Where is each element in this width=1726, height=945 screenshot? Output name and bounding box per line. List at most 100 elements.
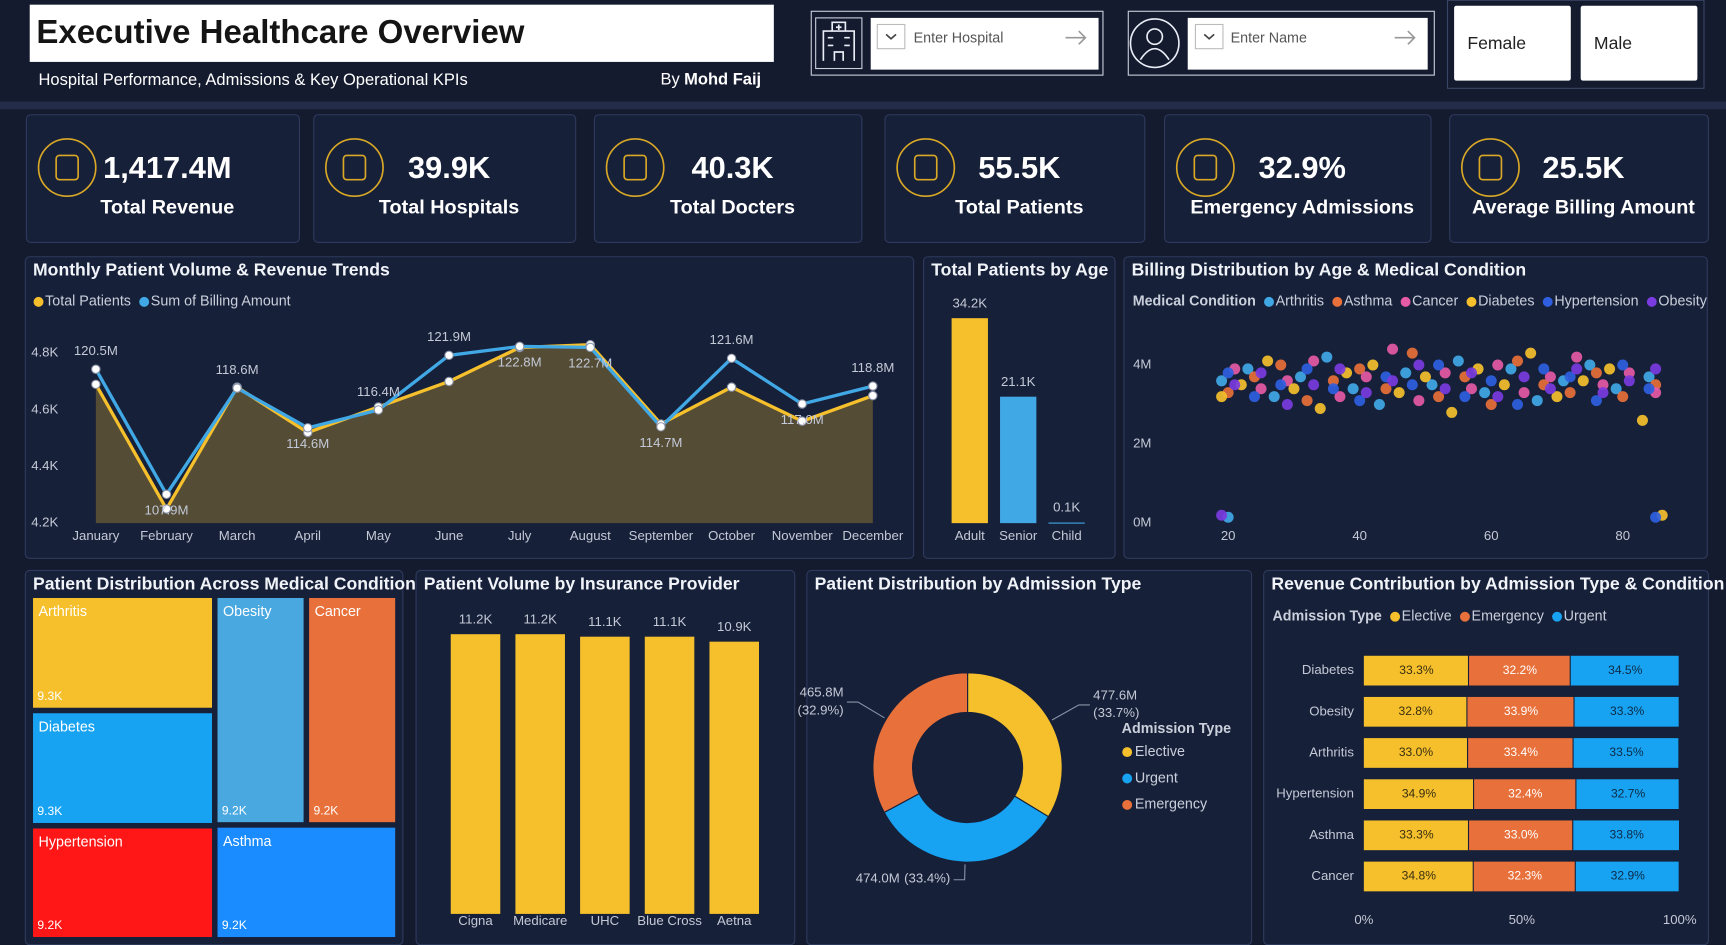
point <box>1452 355 1464 367</box>
chart-title: Total Patients by Age <box>931 260 1108 280</box>
cell-label: Hypertension <box>39 835 123 851</box>
data-label: 33.9% <box>1504 704 1539 718</box>
gender-button[interactable] <box>1580 5 1698 81</box>
kpi-value: 39.9K <box>408 150 490 185</box>
kpi-label: Total Hospitals <box>379 197 519 219</box>
point <box>1360 371 1372 383</box>
point <box>1610 383 1622 395</box>
bar-segment <box>1570 655 1679 686</box>
point <box>1321 351 1333 363</box>
point <box>91 364 101 374</box>
data-label: 34.2K <box>953 295 988 310</box>
data-label: 11.2K <box>459 611 493 626</box>
kpi-value: 40.3K <box>691 150 773 185</box>
name-filter[interactable]: Enter Name <box>1127 10 1435 76</box>
dropdown-button[interactable] <box>876 23 906 50</box>
data-label: 121.6M <box>710 332 754 347</box>
point <box>1617 359 1629 371</box>
data-label: 32.4% <box>1508 786 1543 800</box>
point <box>373 405 384 415</box>
hospital-filter[interactable]: Enter Hospital <box>810 10 1104 76</box>
point <box>1505 363 1517 375</box>
point <box>1308 379 1320 391</box>
gender-label[interactable]: Female <box>1467 33 1526 53</box>
point <box>1525 347 1537 359</box>
data-label: 32.7% <box>1611 786 1646 800</box>
point <box>1433 391 1445 403</box>
bar-segment <box>1573 820 1679 851</box>
x-tick-label: February <box>140 528 193 543</box>
point <box>1308 355 1320 367</box>
bar-segment <box>1363 779 1474 810</box>
y-tick-label: 2M <box>1133 436 1151 451</box>
data-label: 34.5% <box>1608 663 1643 677</box>
kpi-icon-glyph <box>913 154 938 181</box>
legend-label: Emergency <box>1472 608 1545 624</box>
bar-segment <box>1576 779 1679 810</box>
legend-title: Admission Type <box>1272 608 1381 624</box>
cell-value: 9.2K <box>37 918 62 932</box>
point <box>1492 391 1504 403</box>
separator <box>0 101 1726 110</box>
treemap-cell <box>33 828 213 938</box>
legend-label: Total Patients <box>45 294 131 310</box>
kpi-label: Emergency Admissions <box>1190 197 1414 219</box>
page-title: Executive Healthcare Overview <box>36 13 524 50</box>
bar-segment <box>1363 696 1467 727</box>
cell-value: 9.2K <box>222 918 247 932</box>
gender-button[interactable] <box>1454 5 1571 81</box>
kpi-icon-glyph <box>1478 154 1503 181</box>
point <box>303 423 313 433</box>
treemap-cell <box>217 597 304 823</box>
cell-value: 9.3K <box>37 689 62 703</box>
icon-frame <box>815 17 863 70</box>
gender-label[interactable]: Male <box>1594 33 1632 53</box>
data-label: 34.8% <box>1402 869 1437 883</box>
data-label: 33.3% <box>1399 663 1434 677</box>
point <box>1393 387 1405 399</box>
legend-label: Asthma <box>1344 294 1393 310</box>
x-tick-label: 40 <box>1352 528 1367 543</box>
bar-segment <box>1575 861 1679 892</box>
input-box[interactable] <box>870 17 1099 70</box>
point <box>1301 363 1313 375</box>
point <box>1512 399 1524 411</box>
legend-swatch <box>1122 773 1133 784</box>
data-label: 11.1K <box>588 614 622 629</box>
point <box>1439 367 1451 379</box>
y-tick-label: 0M <box>1133 515 1151 530</box>
point <box>1367 359 1379 371</box>
data-label: 32.9% <box>1611 869 1646 883</box>
legend-label: Elective <box>1402 608 1452 624</box>
point <box>1617 391 1629 403</box>
x-tick-label: December <box>842 528 903 543</box>
point <box>1255 367 1267 379</box>
point <box>1439 383 1451 395</box>
bar <box>1048 522 1085 524</box>
point <box>1327 383 1339 395</box>
x-tick-label: August <box>570 528 611 543</box>
bar-segment <box>1363 738 1468 768</box>
point <box>1544 371 1556 383</box>
y-tick-label: Arthritis <box>1309 744 1354 759</box>
person-icon-ring <box>1129 18 1180 69</box>
point <box>444 350 454 361</box>
point <box>1426 379 1438 391</box>
point <box>1406 379 1418 391</box>
dropdown-button[interactable] <box>1194 23 1224 50</box>
y-tick-label: Diabetes <box>1302 662 1354 677</box>
bar <box>515 634 565 914</box>
point <box>797 416 807 426</box>
point <box>1216 391 1228 403</box>
data-label: 33.0% <box>1504 828 1539 842</box>
point <box>1564 387 1576 399</box>
point <box>1360 387 1372 399</box>
point <box>1275 359 1287 371</box>
cell-label: Cancer <box>315 604 361 620</box>
bar-segment <box>1468 738 1573 768</box>
cell-label: Diabetes <box>39 719 95 735</box>
kpi-card <box>593 114 863 243</box>
input-box[interactable] <box>1187 17 1428 70</box>
